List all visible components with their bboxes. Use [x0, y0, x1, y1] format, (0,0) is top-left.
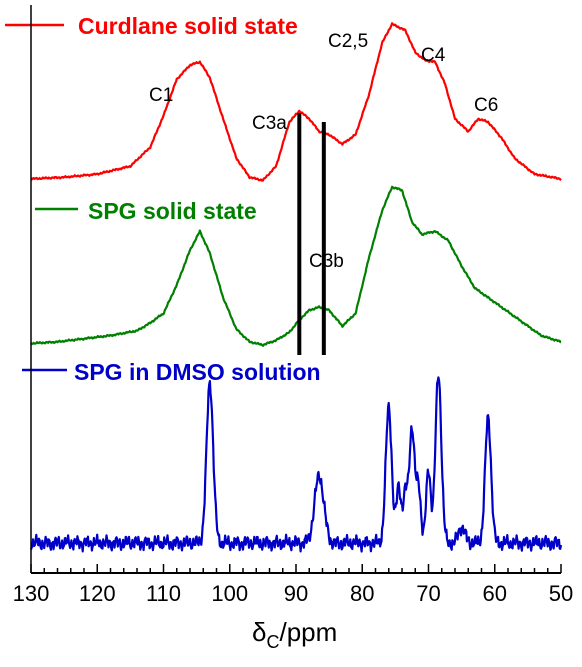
x-axis-title: δC/ppm	[252, 617, 337, 652]
x-tick-label: 120	[79, 581, 116, 606]
peak-label-c6: C6	[474, 95, 498, 116]
x-tick-label: 110	[146, 581, 181, 606]
x-tick-label: 100	[211, 581, 248, 606]
legend-label-curdlane-solid-state: Curdlane solid state	[78, 13, 298, 39]
legend-label-spg-solid-state: SPG solid state	[88, 198, 257, 224]
x-axis: 130 120 110 100 90 80 70 60 50 δC/ppm	[13, 5, 573, 652]
legend-label-spg-dmso-solution: SPG in DMSO solution	[74, 359, 321, 385]
peak-labels: C1 C3a C2,5 C4 C6 C3b	[149, 31, 498, 272]
reference-lines	[297, 113, 326, 355]
peak-label-c1: C1	[149, 85, 173, 106]
x-tick-label: 60	[483, 581, 507, 606]
peak-label-c3b: C3b	[309, 251, 344, 272]
legend: Curdlane solid state SPG solid state SPG i…	[5, 13, 321, 385]
series-line-spg-dmso-solution	[29, 376, 563, 553]
spectra-layer	[29, 22, 563, 553]
x-tick-label: 130	[13, 581, 50, 606]
peak-label-c3a: C3a	[252, 113, 287, 134]
x-tick-label: 70	[416, 581, 440, 606]
x-tick-label: 50	[549, 581, 573, 606]
series-line-spg-solid-state	[30, 185, 562, 347]
series-line-curdlane-solid-state	[30, 22, 562, 182]
x-tick-label: 90	[284, 581, 308, 606]
x-tick-label: 80	[350, 581, 374, 606]
peak-label-c4: C4	[421, 45, 446, 66]
peak-label-c2-5: C2,5	[328, 31, 368, 52]
